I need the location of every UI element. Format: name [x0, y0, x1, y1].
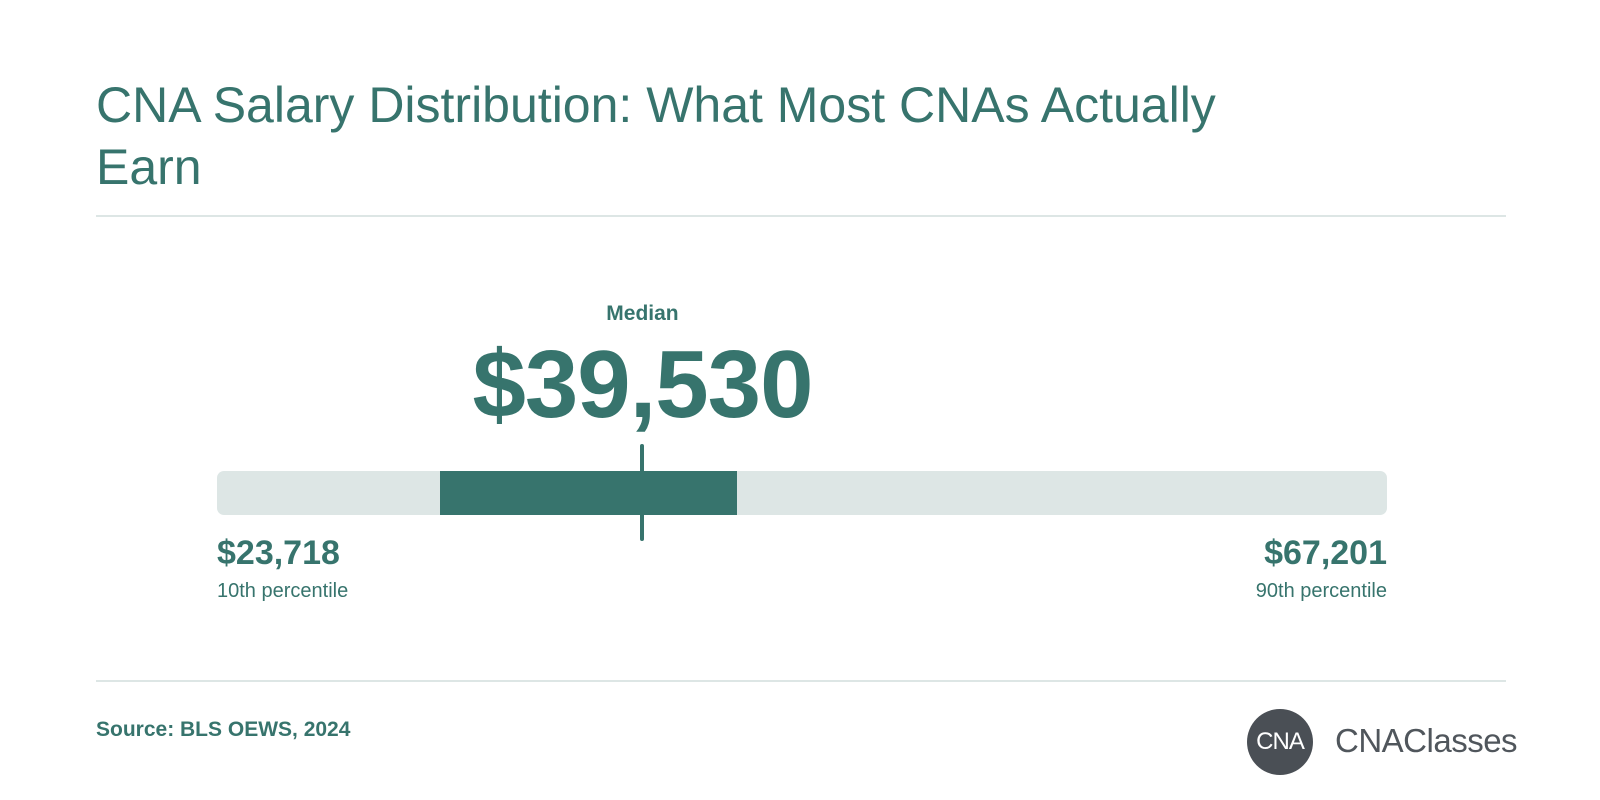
low-label: 10th percentile: [217, 580, 349, 602]
logo-wordmark: CNAClasses: [1335, 722, 1518, 759]
median-label: Median: [606, 302, 679, 325]
interquartile-range-bar: [439, 471, 738, 515]
top-divider: [96, 215, 1506, 217]
median-value: $39,530: [472, 331, 813, 438]
logo-icon: CNA: [1247, 709, 1313, 775]
high-label: 90th percentile: [1255, 580, 1387, 602]
median-marker: [640, 444, 645, 541]
high-value: $67,201: [1264, 534, 1387, 572]
salary-range-track: [217, 471, 1387, 515]
source-note: Source: BLS OEWS, 2024: [96, 718, 351, 741]
low-value: $23,718: [217, 534, 340, 572]
page-title: CNA Salary Distribution: What Most CNAs …: [96, 77, 1216, 195]
bottom-divider: [96, 680, 1506, 682]
